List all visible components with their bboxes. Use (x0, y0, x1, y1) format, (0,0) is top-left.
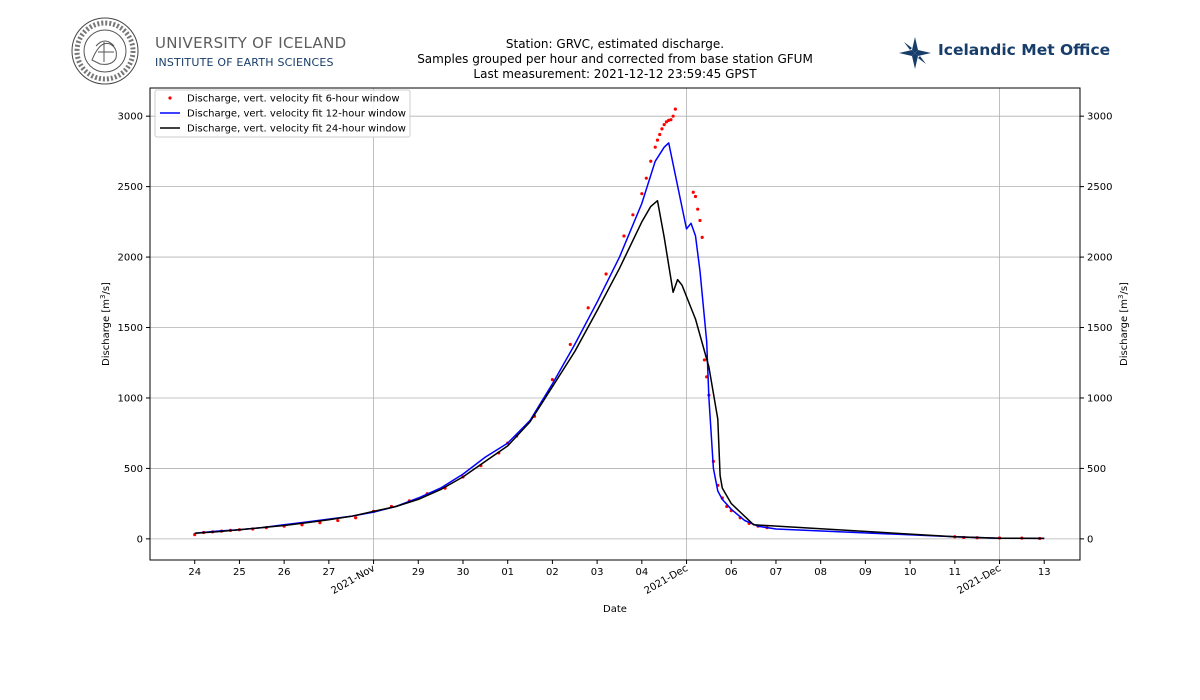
institute-name: INSTITUTE OF EARTH SCIENCES (155, 56, 334, 69)
met-office-name: Icelandic Met Office (938, 41, 1111, 59)
x-month-label: 2021-Dec (643, 563, 690, 597)
data-point-6h (700, 235, 704, 239)
y-tick-label-right: 2500 (1087, 182, 1112, 193)
x-tick-label: 07 (770, 567, 783, 578)
y-tick-label-right: 2000 (1087, 253, 1112, 264)
y-tick-label-left: 0 (137, 534, 143, 545)
data-point-6h (604, 272, 608, 276)
series-line-12h (194, 142, 1045, 540)
grid-layer (150, 88, 1080, 560)
data-point-6h (550, 378, 555, 382)
data-point-6h (669, 118, 673, 122)
x-tick-label: 10 (904, 567, 917, 578)
x-tick-label: 01 (501, 567, 514, 578)
x-axis-label: Date (603, 604, 627, 615)
data-point-6h (653, 145, 657, 149)
data-point-6h (649, 159, 653, 163)
x-month-label: 2021-Dec (956, 563, 1003, 597)
legend-label: Discharge, vert. velocity fit 24-hour wi… (187, 124, 406, 135)
data-point-6h (662, 123, 666, 127)
data-point-6h (698, 218, 702, 223)
x-month-label: 2021-Nov (329, 563, 377, 597)
title-line-samples: Samples grouped per hour and corrected f… (417, 52, 813, 66)
met-office-icon (899, 37, 931, 69)
y-tick-label-left: 2000 (118, 253, 143, 264)
data-point-6h (693, 194, 698, 199)
y-tick-label-right: 500 (1087, 464, 1106, 475)
y-tick-label-right: 0 (1087, 534, 1093, 545)
data-point-6h (696, 207, 700, 211)
data-point-6h (631, 213, 635, 217)
y-tick-label-right: 1000 (1087, 393, 1112, 404)
data-point-6h (568, 342, 572, 347)
data-point-6h (336, 518, 340, 523)
data-point-6h (655, 138, 660, 142)
data-point-6h (691, 190, 695, 194)
x-tick-label: 30 (457, 567, 470, 578)
data-point-6h (671, 114, 675, 118)
legend-label: Discharge, vert. velocity fit 6-hour win… (187, 94, 400, 105)
x-tick-label: 29 (412, 567, 425, 578)
x-tick-label: 09 (859, 567, 872, 578)
y-tick-label-left: 2500 (118, 182, 143, 193)
y-tick-label-left: 1500 (118, 323, 143, 334)
university-logo: UNIVERSITY OF ICELAND INSTITUTE OF EARTH… (70, 16, 370, 90)
data-point-6h (673, 107, 677, 111)
y-axis-label-right: Discharge [m3/s] (1117, 282, 1130, 366)
legend-label: Discharge, vert. velocity fit 12-hour wi… (187, 109, 406, 120)
y-axis-label-left: Discharge [m3/s] (99, 282, 112, 366)
y-tick-label-right: 1500 (1087, 323, 1112, 334)
y-tick-label-left: 500 (124, 464, 143, 475)
x-tick-label: 25 (233, 567, 246, 578)
x-tick-label: 02 (546, 567, 559, 578)
x-tick-label: 11 (948, 567, 961, 578)
x-tick-label: 04 (635, 567, 648, 578)
legend-marker-6h (168, 96, 172, 100)
title-line-station: Station: GRVC, estimated discharge. (505, 37, 725, 51)
data-point-6h (658, 132, 662, 137)
legend-box (154, 89, 411, 138)
met-office-logo: Icelandic Met Office (898, 36, 1110, 72)
x-tick-label: 26 (278, 567, 291, 578)
legend: Discharge, vert. velocity fit 6-hour win… (154, 89, 411, 138)
x-tick-label: 13 (1038, 567, 1051, 578)
university-seal-icon (71, 17, 139, 85)
y-tick-label-left: 3000 (118, 112, 143, 123)
chart-title: Station: GRVC, estimated discharge. Samp… (350, 37, 880, 82)
data-point-6h (622, 234, 626, 238)
data-point-6h (644, 176, 648, 180)
data-point-6h (586, 306, 590, 310)
data-point-6h (702, 358, 707, 362)
x-tick-label: 08 (814, 567, 827, 578)
x-tick-label: 03 (591, 567, 604, 578)
university-name: UNIVERSITY OF ICELAND (155, 34, 347, 52)
data-point-6h (660, 127, 664, 131)
data-point-6h (354, 516, 358, 520)
x-tick-label: 27 (322, 567, 335, 578)
plot-frame (149, 87, 1081, 561)
data-layer (193, 107, 1045, 541)
data-point-6h (318, 521, 322, 525)
data-point-6h (640, 192, 644, 196)
x-tick-label: 24 (188, 567, 201, 578)
y-tick-label-right: 3000 (1087, 112, 1112, 123)
series-line-24h (194, 199, 1045, 540)
y-tick-label-left: 1000 (118, 393, 143, 404)
x-tick-label: 06 (725, 567, 738, 578)
axis-layer: 0 0 500 500 1000 1000 1500 1500 2000 2000 2500 2500… (118, 112, 1113, 597)
title-line-last-measurement: Last measurement: 2021-12-12 23:59:45 GP… (473, 67, 757, 81)
